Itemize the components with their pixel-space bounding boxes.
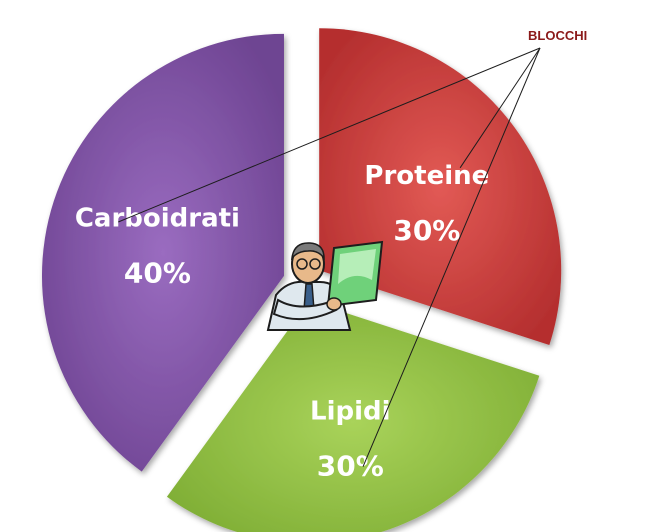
callout-line-proteine xyxy=(459,47,541,169)
slice-lipidi xyxy=(166,301,540,532)
callout-line-lipidi xyxy=(362,47,541,467)
slice-carboidrati xyxy=(41,33,284,472)
doctor-hair xyxy=(290,242,325,261)
label-lipidi: Lipidi xyxy=(310,397,391,427)
label-proteine: Proteine xyxy=(364,161,489,191)
value-proteine: 30% xyxy=(393,214,460,247)
doctor-hand xyxy=(326,297,342,311)
label-carboidrati: Carboidrati xyxy=(75,204,240,234)
doctor-glasses-left xyxy=(296,258,308,270)
callout-label-blocchi: BLOCCHI xyxy=(528,28,587,43)
doctor-reading-document-icon xyxy=(266,240,384,331)
document-shine xyxy=(338,249,376,284)
doctor-glasses-right xyxy=(309,258,321,270)
callout-line-carboidrati xyxy=(118,47,541,223)
value-carboidrati: 40% xyxy=(124,257,191,290)
value-lipidi: 30% xyxy=(317,450,384,483)
